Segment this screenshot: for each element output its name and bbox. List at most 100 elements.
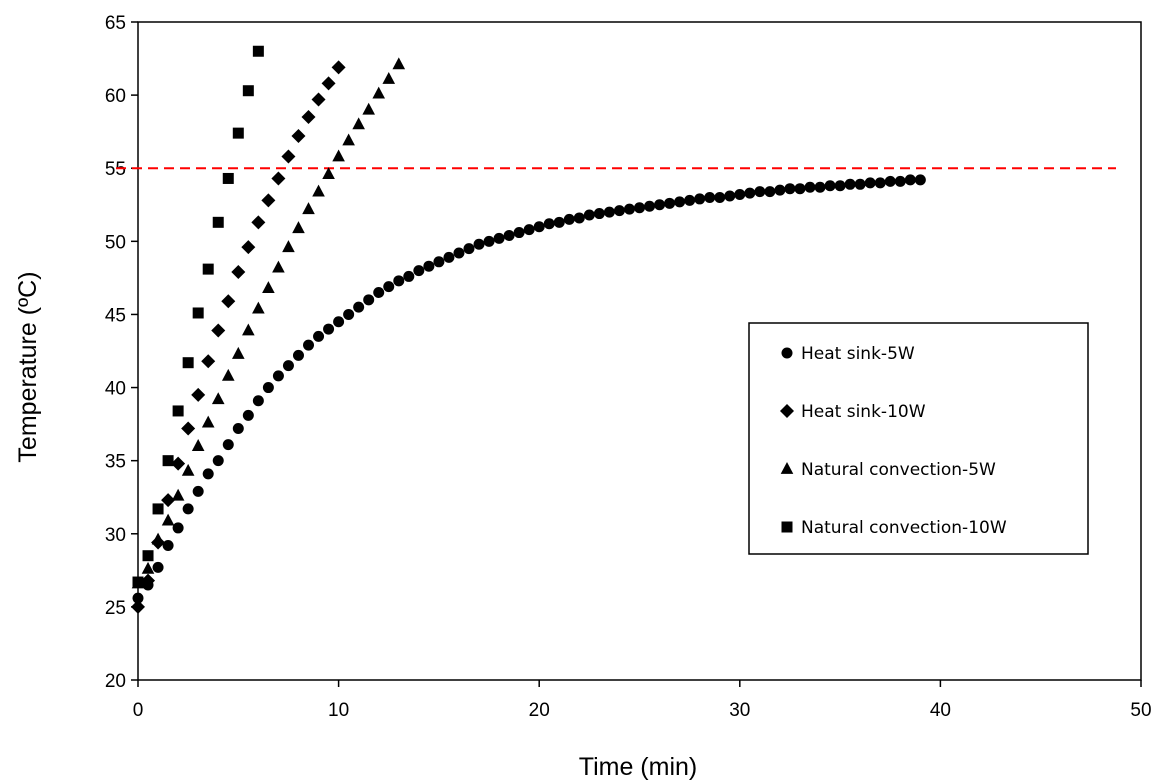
data-point bbox=[252, 395, 264, 407]
data-point bbox=[181, 463, 195, 476]
data-point bbox=[302, 202, 315, 215]
series-square bbox=[132, 45, 264, 588]
series-circle bbox=[132, 174, 926, 604]
data-point bbox=[172, 405, 184, 417]
data-point bbox=[161, 493, 176, 508]
data-point bbox=[714, 191, 726, 203]
data-point bbox=[433, 256, 445, 268]
data-point bbox=[824, 180, 836, 192]
data-point bbox=[563, 213, 575, 225]
data-point bbox=[774, 184, 786, 196]
data-point bbox=[654, 199, 666, 211]
x-tick-label: 30 bbox=[729, 700, 750, 721]
data-point bbox=[171, 488, 185, 501]
data-point bbox=[382, 72, 396, 84]
data-point bbox=[171, 456, 186, 471]
data-point bbox=[332, 149, 345, 162]
data-point bbox=[301, 110, 316, 125]
data-point bbox=[132, 576, 144, 588]
y-tick-label: 30 bbox=[105, 525, 126, 546]
legend-box bbox=[748, 322, 1089, 555]
data-point bbox=[874, 177, 886, 189]
data-point bbox=[272, 370, 284, 382]
data-point bbox=[252, 301, 265, 314]
y-tick-label: 40 bbox=[105, 379, 126, 400]
data-point bbox=[623, 203, 635, 215]
data-point bbox=[764, 186, 776, 198]
data-point bbox=[182, 503, 194, 515]
data-point bbox=[212, 216, 224, 228]
data-point bbox=[241, 240, 256, 255]
y-tick-label: 60 bbox=[105, 86, 126, 107]
data-point bbox=[704, 191, 716, 203]
data-point bbox=[281, 149, 296, 164]
data-point bbox=[342, 133, 355, 146]
data-point bbox=[914, 174, 926, 186]
x-tick-label: 50 bbox=[1130, 700, 1151, 721]
data-point bbox=[152, 561, 164, 573]
data-point bbox=[182, 357, 194, 369]
data-point bbox=[151, 532, 165, 545]
data-point bbox=[453, 247, 465, 259]
data-point bbox=[161, 513, 175, 526]
data-point bbox=[162, 455, 174, 467]
data-point bbox=[603, 206, 615, 218]
data-point bbox=[312, 184, 325, 197]
data-point bbox=[392, 57, 406, 70]
data-point bbox=[754, 186, 766, 198]
data-point bbox=[291, 129, 306, 144]
data-point bbox=[834, 180, 846, 192]
data-point bbox=[443, 251, 455, 263]
data-point bbox=[744, 187, 756, 199]
data-point bbox=[211, 392, 225, 405]
data-point bbox=[191, 439, 205, 451]
data-point bbox=[231, 265, 246, 280]
data-point bbox=[593, 208, 605, 220]
data-point bbox=[331, 60, 346, 75]
data-point bbox=[211, 323, 226, 338]
data-point bbox=[463, 243, 475, 255]
data-point bbox=[854, 178, 866, 190]
x-tick-label: 20 bbox=[529, 700, 550, 721]
legend-marker bbox=[780, 404, 794, 418]
data-point bbox=[232, 422, 244, 434]
data-point bbox=[232, 127, 244, 139]
data-point bbox=[142, 550, 154, 562]
data-point bbox=[323, 323, 335, 335]
data-point bbox=[734, 189, 746, 201]
data-point bbox=[271, 171, 286, 186]
data-point bbox=[634, 202, 645, 214]
data-point bbox=[141, 573, 156, 588]
data-point bbox=[261, 193, 276, 208]
data-point bbox=[222, 439, 234, 451]
data-point bbox=[222, 172, 234, 184]
data-point bbox=[262, 281, 275, 294]
data-point bbox=[321, 76, 336, 91]
data-point bbox=[523, 224, 535, 236]
data-point bbox=[533, 221, 545, 233]
data-point bbox=[352, 117, 365, 130]
data-point bbox=[313, 330, 325, 342]
data-point bbox=[242, 323, 255, 336]
data-point bbox=[292, 349, 304, 361]
data-point bbox=[192, 485, 204, 497]
data-point bbox=[272, 260, 285, 273]
data-point bbox=[904, 174, 916, 186]
data-point bbox=[201, 415, 215, 428]
data-point bbox=[322, 167, 335, 179]
data-point bbox=[132, 592, 144, 604]
x-tick-label: 10 bbox=[328, 700, 349, 721]
data-point bbox=[202, 468, 214, 480]
legend-label: Natural convection-10W bbox=[801, 518, 1007, 538]
y-tick-label: 20 bbox=[105, 671, 126, 692]
data-point bbox=[543, 218, 555, 230]
data-point bbox=[191, 387, 206, 402]
data-point bbox=[282, 360, 294, 372]
series-diamond bbox=[131, 60, 346, 614]
data-point bbox=[373, 287, 385, 299]
legend-marker bbox=[781, 347, 793, 359]
data-point bbox=[311, 92, 326, 107]
data-point bbox=[493, 232, 505, 244]
data-point bbox=[333, 316, 345, 328]
legend-marker bbox=[781, 521, 793, 533]
